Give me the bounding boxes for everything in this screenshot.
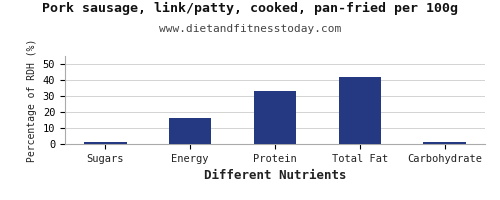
Y-axis label: Percentage of RDH (%): Percentage of RDH (%) — [27, 38, 37, 162]
Text: www.dietandfitnesstoday.com: www.dietandfitnesstoday.com — [159, 24, 341, 34]
Bar — [169, 118, 212, 144]
Bar — [424, 142, 466, 144]
Text: Pork sausage, link/patty, cooked, pan-fried per 100g: Pork sausage, link/patty, cooked, pan-fr… — [42, 2, 458, 15]
X-axis label: Different Nutrients: Different Nutrients — [204, 169, 346, 182]
Bar — [254, 91, 296, 144]
Bar — [338, 77, 381, 144]
Bar — [84, 142, 126, 144]
